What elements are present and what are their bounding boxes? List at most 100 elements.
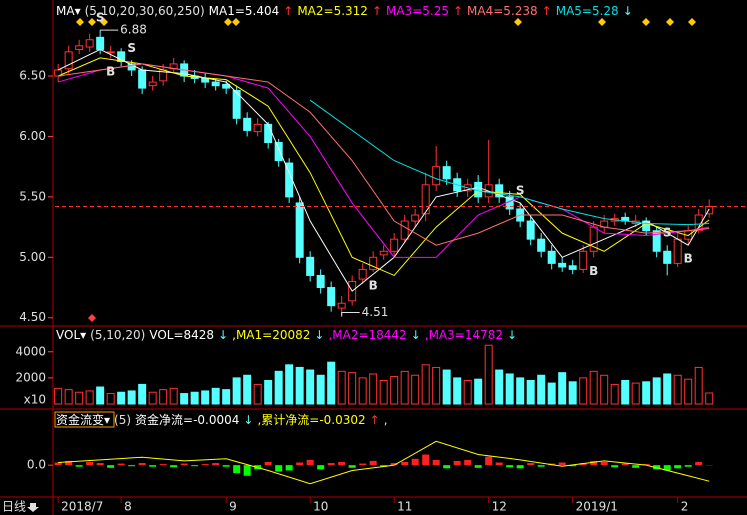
volume-bar bbox=[337, 370, 346, 405]
flow-bar bbox=[453, 460, 461, 466]
volume-bar bbox=[306, 369, 315, 405]
header-item: MA4=5.238 bbox=[467, 4, 538, 18]
volume-bar bbox=[348, 372, 357, 405]
volume-bar bbox=[327, 361, 336, 405]
volume-bar bbox=[631, 382, 640, 405]
candle-body bbox=[421, 184, 430, 215]
candle-body bbox=[390, 238, 399, 252]
flow-bar bbox=[86, 461, 94, 466]
header-item: VOL▾ bbox=[56, 328, 86, 342]
header-item: MA▾ bbox=[56, 4, 81, 18]
signal-diamonds bbox=[76, 18, 696, 26]
volume-bar bbox=[442, 369, 451, 405]
period-arrow[interactable] bbox=[27, 503, 39, 512]
period-label[interactable]: 日线 bbox=[2, 500, 26, 514]
flow-bar bbox=[390, 463, 398, 466]
candle-body bbox=[495, 184, 504, 198]
volume-bar bbox=[169, 387, 178, 405]
header-item: (5,10,20) bbox=[90, 328, 145, 342]
candle-body bbox=[526, 220, 535, 240]
flow-bar bbox=[600, 461, 608, 466]
volume-bar bbox=[96, 386, 105, 405]
volume-bar bbox=[400, 370, 409, 405]
candle-body bbox=[379, 250, 388, 256]
header-item: ↓ bbox=[314, 328, 324, 342]
candle-body bbox=[264, 123, 273, 143]
flow-bar bbox=[243, 465, 251, 476]
flow-bar bbox=[380, 465, 388, 467]
header-item: ↑ bbox=[283, 4, 293, 18]
flow-bar bbox=[285, 465, 293, 471]
ma-line bbox=[57, 57, 710, 277]
flow-bar bbox=[653, 465, 661, 470]
volume-bar bbox=[180, 393, 189, 405]
volume-bar bbox=[453, 377, 462, 405]
panel-header: MA▾ (5,10,20,30,60,250) MA1=5.404 ↑ MA2=5.31… bbox=[56, 4, 633, 18]
flow-bar bbox=[327, 463, 335, 466]
volume-bar bbox=[148, 391, 157, 405]
volume-bar bbox=[64, 389, 73, 405]
candle-body bbox=[243, 117, 252, 131]
flow-bar bbox=[663, 465, 671, 471]
header-item: ↓ bbox=[218, 328, 228, 342]
volume-bar bbox=[621, 379, 630, 405]
flow-bar bbox=[306, 459, 314, 466]
volume-bar bbox=[159, 389, 168, 405]
flow-bar bbox=[348, 465, 356, 468]
marker bbox=[88, 314, 96, 322]
y-tick-label: 0.0 bbox=[27, 458, 46, 472]
indicator-box[interactable] bbox=[54, 411, 115, 428]
candle-body bbox=[327, 287, 336, 307]
candle-body bbox=[64, 51, 73, 70]
header-item: ↓ bbox=[623, 4, 633, 18]
volume-bar bbox=[243, 374, 252, 405]
candle-body bbox=[558, 262, 567, 268]
signal-label: S bbox=[663, 226, 672, 240]
candle-body bbox=[547, 250, 556, 264]
flow-bar bbox=[558, 462, 566, 466]
candle-body bbox=[579, 250, 588, 270]
candle-body bbox=[411, 214, 420, 222]
candle-body bbox=[75, 45, 84, 50]
volume-bar bbox=[54, 387, 63, 405]
flow-line bbox=[58, 440, 710, 485]
header-item: ,累计净流=-0.0302 bbox=[257, 413, 365, 427]
flow-bar bbox=[212, 463, 220, 466]
header-item: MA1=5.404 bbox=[209, 4, 280, 18]
y-tick-label: 2000 bbox=[15, 370, 46, 384]
volume-bar bbox=[138, 383, 147, 405]
volume-bar bbox=[127, 390, 136, 405]
volume-bar bbox=[253, 383, 262, 405]
volume-bar bbox=[432, 366, 441, 405]
candle-body bbox=[253, 123, 262, 133]
volume-bar bbox=[684, 378, 693, 405]
flow-bar bbox=[201, 464, 209, 466]
volume-bar bbox=[222, 389, 231, 405]
y-tick-label: 6.00 bbox=[19, 129, 46, 143]
flow-bar bbox=[191, 465, 199, 467]
volume-bar bbox=[274, 370, 283, 405]
header-item: (5,10,20,30,60,250) bbox=[85, 4, 205, 18]
volume-bar bbox=[295, 366, 304, 405]
volume-bar bbox=[694, 366, 703, 405]
volume-bar bbox=[589, 370, 598, 405]
flow-bar bbox=[222, 465, 230, 467]
volume-bar bbox=[106, 393, 115, 405]
flow-bar bbox=[180, 463, 188, 466]
flow-bar bbox=[107, 465, 115, 468]
flow-bar bbox=[590, 460, 598, 466]
candle-body bbox=[106, 51, 115, 54]
volume-bar bbox=[705, 392, 714, 405]
header-item: ,MA1=20082 bbox=[232, 328, 310, 342]
candle-body bbox=[358, 268, 367, 280]
ma-line bbox=[309, 99, 710, 226]
flow-bar bbox=[159, 464, 167, 466]
candle-body bbox=[663, 250, 672, 264]
signal-label: S bbox=[127, 41, 136, 55]
flow-bar bbox=[474, 465, 482, 468]
volume-bar bbox=[663, 373, 672, 405]
candle-body bbox=[442, 166, 451, 180]
candle-body bbox=[211, 81, 220, 87]
annotation: 4.51 bbox=[362, 305, 389, 319]
flow-bar bbox=[485, 456, 493, 466]
